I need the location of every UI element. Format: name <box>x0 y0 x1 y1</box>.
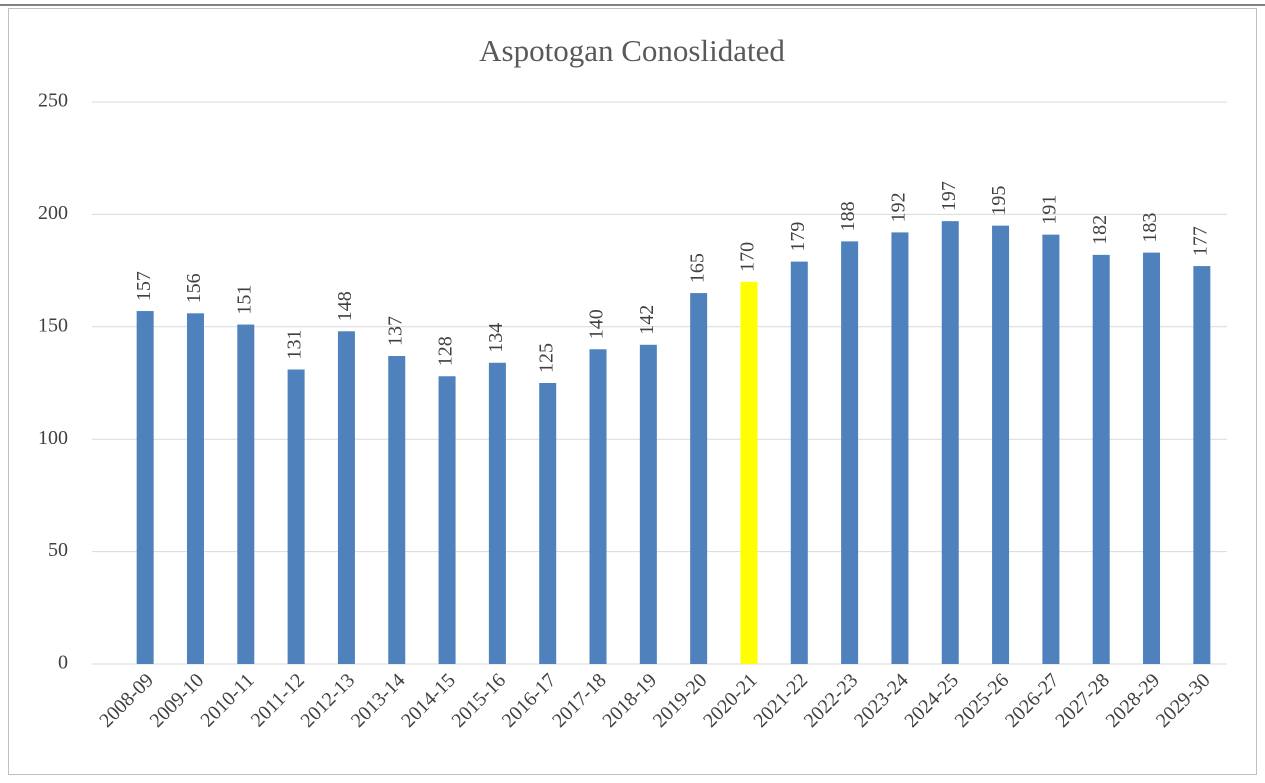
x-tick-label: 2011-12 <box>247 669 309 731</box>
bar <box>438 376 456 664</box>
value-label: 137 <box>384 316 406 346</box>
x-tick-label: 2025-26 <box>951 669 1014 732</box>
chart-title: Aspotogan Conoslidated <box>479 33 785 68</box>
value-label: 170 <box>737 242 759 272</box>
y-tick-label: 100 <box>38 427 68 449</box>
value-label: 165 <box>686 253 708 283</box>
bar <box>1193 266 1211 664</box>
value-label: 151 <box>233 285 255 315</box>
value-label: 191 <box>1038 195 1060 225</box>
bar <box>891 232 909 664</box>
bar <box>1042 234 1060 664</box>
chart-border <box>8 8 1257 775</box>
x-tick-label: 2014-15 <box>397 669 460 732</box>
value-label: 177 <box>1189 226 1211 256</box>
x-tick-label: 2029-30 <box>1152 669 1215 732</box>
y-tick-label: 150 <box>38 314 68 336</box>
value-label: 192 <box>888 192 910 222</box>
x-tick-label: 2009-10 <box>146 669 209 732</box>
value-label: 142 <box>636 305 658 335</box>
x-tick-label: 2012-13 <box>297 669 360 732</box>
bar <box>388 356 406 664</box>
x-tick-label: 2026-27 <box>1001 669 1064 732</box>
bar <box>941 221 959 665</box>
value-label: 197 <box>938 181 960 211</box>
x-tick-label: 2020-21 <box>699 669 762 732</box>
x-tick-label: 2024-25 <box>900 669 963 732</box>
y-tick-label: 200 <box>38 202 68 224</box>
value-label: 148 <box>334 291 356 321</box>
x-tick-label: 2028-29 <box>1102 669 1165 732</box>
value-label: 134 <box>485 323 507 353</box>
x-tick-label: 2021-22 <box>749 669 812 732</box>
value-label: 182 <box>1089 215 1111 245</box>
bar <box>488 362 506 664</box>
x-tick-label: 2018-19 <box>598 669 661 732</box>
value-label: 125 <box>535 343 557 373</box>
bar <box>136 311 154 664</box>
bar <box>639 344 657 664</box>
value-label: 128 <box>435 336 457 366</box>
bar <box>589 349 607 664</box>
x-tick-label: 2023-24 <box>850 669 913 732</box>
value-label: 195 <box>988 186 1010 216</box>
value-label: 179 <box>787 222 809 252</box>
bar <box>1143 252 1161 664</box>
x-tick-label: 2013-14 <box>347 669 410 732</box>
y-tick-label: 50 <box>48 539 68 561</box>
x-tick-label: 2022-23 <box>800 669 863 732</box>
bar <box>539 383 557 664</box>
x-tick-label: 2015-16 <box>447 669 510 732</box>
bar <box>740 281 758 664</box>
value-label: 183 <box>1139 213 1161 243</box>
bar <box>841 241 859 664</box>
bar <box>287 369 305 664</box>
x-tick-label: 2016-17 <box>498 669 561 732</box>
x-tick-label: 2008-09 <box>95 669 158 732</box>
value-label: 140 <box>586 309 608 339</box>
value-label: 131 <box>284 330 306 360</box>
value-label: 156 <box>183 273 205 303</box>
bar <box>337 331 355 664</box>
value-label: 157 <box>133 271 155 301</box>
bar <box>186 313 204 664</box>
y-tick-label: 250 <box>38 90 68 112</box>
x-tick-label: 2017-18 <box>548 669 611 732</box>
bar <box>237 324 255 664</box>
bar <box>1092 254 1110 664</box>
x-tick-label: 2027-28 <box>1051 669 1114 732</box>
bar <box>690 293 708 664</box>
y-tick-label: 0 <box>58 652 68 674</box>
x-tick-label: 2010-11 <box>196 669 258 731</box>
value-label: 188 <box>837 201 859 231</box>
x-tick-label: 2019-20 <box>649 669 712 732</box>
bar <box>790 261 808 664</box>
bar <box>992 225 1010 664</box>
